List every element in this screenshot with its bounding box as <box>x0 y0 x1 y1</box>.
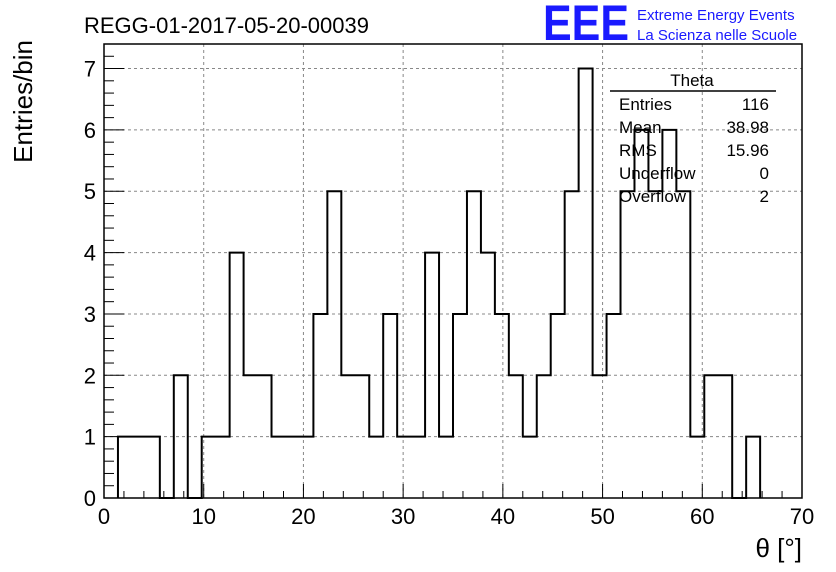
y-tick-label: 7 <box>84 57 96 82</box>
stats-box: Theta Entries 116 Mean 38.98 RMS 15.96 U… <box>610 71 776 206</box>
histogram-bin <box>313 314 327 498</box>
stats-entries-value: 116 <box>742 95 769 114</box>
histogram-bin <box>383 314 397 498</box>
histogram-bin <box>174 375 188 498</box>
plot-frame <box>103 43 803 499</box>
histogram-bin <box>648 191 662 498</box>
histogram-bin <box>341 375 355 498</box>
stats-underflow-label: Underflow <box>619 164 696 183</box>
y-tick-label: 5 <box>84 179 96 204</box>
x-tick-label: 30 <box>391 504 415 529</box>
stats-overflow-label: Overflow <box>619 187 687 206</box>
y-tick-label: 6 <box>84 118 96 143</box>
stats-overflow-value: 2 <box>760 187 769 206</box>
x-tick-label: 70 <box>790 504 814 529</box>
stats-mean-value: 38.98 <box>726 118 769 137</box>
histogram-bin <box>411 437 425 498</box>
logo-line-1: Extreme Energy Events <box>637 7 795 24</box>
stats-entries-label: Entries <box>619 95 672 114</box>
eee-logo: EEE <box>543 0 629 51</box>
histogram-bin <box>551 314 565 498</box>
y-axis-label: Entries/bin <box>8 40 38 163</box>
y-tick-label: 1 <box>84 425 96 450</box>
y-tick-label: 3 <box>84 302 96 327</box>
histogram-bin <box>272 437 286 498</box>
x-tick-label: 20 <box>291 504 315 529</box>
histogram-bin <box>523 437 537 498</box>
stats-title: Theta <box>670 71 714 90</box>
histogram-bin <box>467 191 481 498</box>
histogram-bin <box>327 191 341 498</box>
histogram-bin <box>565 191 579 498</box>
x-tick-labels: 0 10 20 30 40 50 60 70 <box>98 504 814 529</box>
x-tick-label: 10 <box>191 504 215 529</box>
histogram-bin <box>439 437 453 498</box>
histogram-bin <box>118 437 132 498</box>
histogram-bin <box>453 314 467 498</box>
histogram-bin <box>397 437 411 498</box>
histogram-series <box>116 67 762 499</box>
histogram-bin <box>132 437 146 498</box>
histogram-bin <box>285 437 299 498</box>
histogram-bin <box>607 314 621 498</box>
x-tick-label: 40 <box>491 504 515 529</box>
histogram-bin <box>369 437 383 498</box>
histogram-bin <box>146 437 160 498</box>
y-tick-labels: 0 1 2 3 4 5 6 7 <box>84 57 96 511</box>
stats-mean-label: Mean <box>619 118 662 137</box>
histogram-bin <box>299 437 313 498</box>
histogram-bin <box>676 191 690 498</box>
histogram-bin <box>216 437 230 498</box>
stats-rms-value: 15.96 <box>726 141 769 160</box>
histogram-outline <box>116 67 762 499</box>
y-tick-label: 2 <box>84 363 96 388</box>
histogram-bin <box>258 375 272 498</box>
x-axis-label: θ [°] <box>755 533 802 563</box>
x-tick-label: 0 <box>98 504 110 529</box>
y-tick-label: 0 <box>84 486 96 511</box>
x-tick-label: 60 <box>690 504 714 529</box>
x-tick-label: 50 <box>590 504 614 529</box>
histogram-bin <box>495 314 509 498</box>
histogram-bin <box>579 69 593 498</box>
chart-title: REGG-01-2017-05-20-00039 <box>84 13 369 38</box>
stats-rms-label: RMS <box>619 141 657 160</box>
stats-underflow-value: 0 <box>760 164 769 183</box>
histogram-bin <box>746 437 760 498</box>
y-tick-label: 4 <box>84 241 96 266</box>
logo-line-2: La Scienza nelle Scuole <box>637 27 797 44</box>
histogram-bin <box>621 191 635 498</box>
